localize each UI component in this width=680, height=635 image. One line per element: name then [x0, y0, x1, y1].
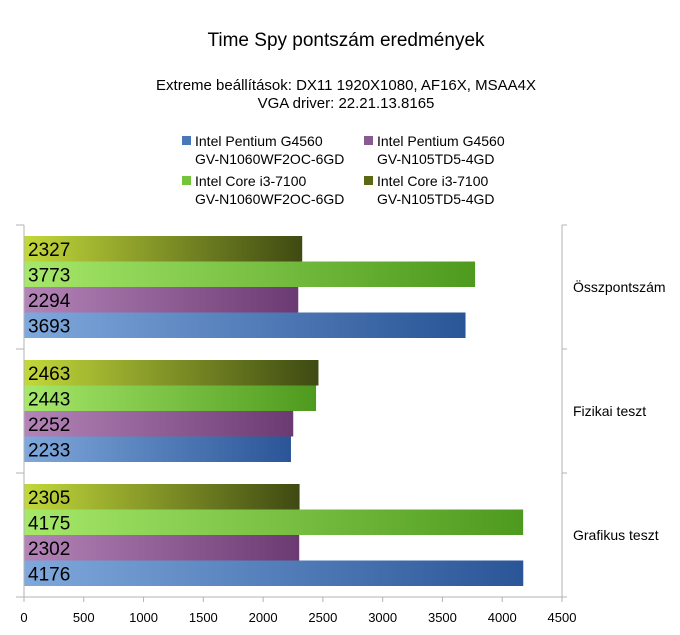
- data-label-2-3: 2302: [28, 539, 70, 560]
- x-tick-label-5: 2000: [249, 610, 278, 625]
- bar-3-3: [24, 509, 524, 535]
- data-label-3-1: 3773: [28, 265, 70, 286]
- legend-label-series-4-line-1: Intel Core i3-7100: [377, 173, 489, 189]
- legend-label-series-3-line-1: Intel Core i3-7100: [195, 173, 307, 189]
- bar-3-1: [24, 261, 476, 287]
- bar-4-3: [24, 484, 300, 510]
- data-label-2-2: 2252: [28, 415, 70, 436]
- data-label-4-3: 2305: [28, 488, 70, 509]
- x-tick-label-3: 1000: [129, 610, 158, 625]
- category-label-2: Fizikai teszt: [573, 403, 646, 419]
- x-tick-label-2: 500: [73, 610, 95, 625]
- bar-3-2: [24, 385, 317, 411]
- x-tick-label-6: 2500: [308, 610, 337, 625]
- data-label-4-2: 2463: [28, 364, 70, 385]
- data-label-4-1: 2327: [28, 240, 70, 261]
- x-tick-label-9: 4000: [488, 610, 517, 625]
- data-label-1-1: 3693: [28, 316, 70, 337]
- legend-label-series-3-line-2: GV-N1060WF2OC-6GD: [195, 191, 345, 207]
- legend-swatch-series-2: [364, 136, 373, 145]
- x-tick-label-7: 3000: [368, 610, 397, 625]
- x-tick-label-10: 4500: [548, 610, 577, 625]
- chart-title: Time Spy pontszám eredmények: [207, 30, 485, 51]
- bar-1-2: [24, 436, 291, 462]
- legend-swatch-series-1: [182, 136, 191, 145]
- legend-swatch-series-4: [364, 176, 373, 185]
- legend-label-series-2-line-1: Intel Pentium G4560: [377, 133, 505, 149]
- chart-subtitle: Extreme beállítások: DX11 1920X1080, AF1…: [0, 77, 680, 113]
- bar-4-1: [24, 236, 303, 262]
- bar-1-1: [24, 312, 466, 338]
- x-tick-label-4: 1500: [189, 610, 218, 625]
- bar-2-3: [24, 535, 300, 561]
- data-label-2-1: 2294: [28, 291, 71, 312]
- legend-label-series-1-line-1: Intel Pentium G4560: [195, 133, 323, 149]
- subtitle-line-1: Extreme beállítások: DX11 1920X1080, AF1…: [156, 77, 536, 94]
- data-label-3-2: 2443: [28, 389, 70, 410]
- legend-label-series-4-line-2: GV-N105TD5-4GD: [377, 191, 495, 207]
- category-label-1: Összpontszám: [573, 278, 666, 295]
- legend-label-series-2-line-2: GV-N105TD5-4GD: [377, 151, 495, 167]
- legend-label-series-1-line-2: GV-N1060WF2OC-6GD: [195, 151, 345, 167]
- data-label-1-3: 4176: [28, 564, 70, 585]
- bar-2-2: [24, 411, 294, 437]
- bar-1-3: [24, 560, 524, 586]
- subtitle-line-2: VGA driver: 22.21.13.8165: [257, 95, 435, 112]
- x-tick-label-1: 0: [20, 610, 27, 625]
- legend-swatch-series-3: [182, 176, 191, 185]
- bar-2-1: [24, 287, 299, 313]
- bar-4-2: [24, 360, 319, 386]
- data-label-3-3: 4175: [28, 513, 70, 534]
- category-label-3: Grafikus teszt: [573, 527, 659, 543]
- data-label-1-2: 2233: [28, 440, 70, 461]
- x-tick-label-8: 3500: [428, 610, 457, 625]
